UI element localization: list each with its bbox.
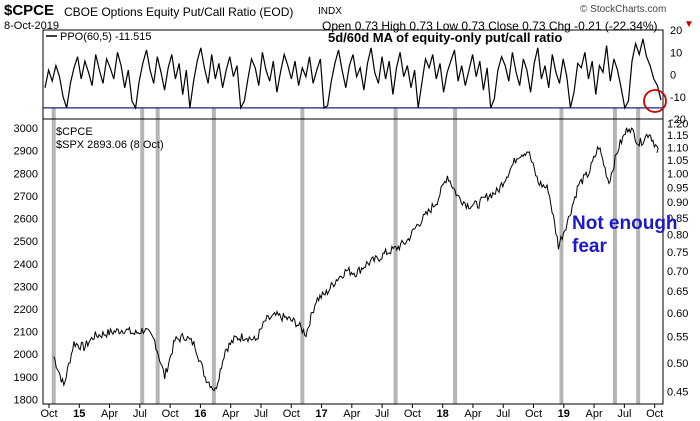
price-tick: 2300 (14, 281, 38, 293)
ratio-tick: 0.90 (667, 197, 688, 209)
x-tick-label: Jul (254, 408, 268, 420)
price-tick: 1900 (14, 372, 38, 384)
price-tick: 2600 (14, 214, 38, 226)
ppo-y-axis: 20 10 0 -10 -20 (670, 25, 686, 126)
ratio-tick: 0.60 (667, 308, 688, 320)
ratio-tick: 0.95 (667, 182, 688, 194)
price-tick: 3000 (14, 123, 38, 135)
x-tick-label: Oct (283, 408, 300, 420)
price-tick: 1800 (14, 394, 38, 406)
ratio-tick: 0.65 (667, 286, 688, 298)
ratio-tick: 0.50 (667, 358, 688, 370)
price-tick: 2500 (14, 236, 38, 248)
ppo-y-tick: 10 (670, 47, 682, 59)
x-tick-label: Oct (646, 408, 663, 420)
ppo-y-tick: 20 (670, 25, 682, 37)
x-tick-label: 18 (437, 408, 449, 420)
chart-symbol: $CPCE (4, 2, 55, 19)
ratio-tick: 0.75 (667, 247, 688, 259)
ratio-tick: 0.45 (667, 387, 688, 399)
ratio-tick: 1.00 (667, 168, 688, 180)
price-tick: 2400 (14, 259, 38, 271)
spike-band (612, 107, 617, 404)
chart-description: CBOE Options Equity Put/Call Ratio (EOD) (64, 5, 294, 19)
price-left-axis: 3000 2900 2800 2700 2600 2500 2400 2300 2200 2100… (14, 123, 38, 406)
spx-series-line (53, 127, 659, 392)
x-tick-label: Jul (375, 408, 389, 420)
spike-band (453, 107, 458, 404)
ppo-legend: PPO(60,5) -11.515 (60, 31, 152, 43)
price-panel (42, 118, 664, 405)
spike-band (211, 107, 216, 404)
spx-legend: $SPX 2893.06 (8 Oct) (56, 139, 164, 151)
ratio-tick: 0.55 (667, 332, 688, 344)
latest-value-circle (643, 89, 667, 113)
x-tick-label: Apr (343, 408, 360, 420)
x-tick-label: Oct (162, 408, 179, 420)
x-tick-label: Oct (525, 408, 542, 420)
ppo-annotation: 5d/60d MA of equity-only put/call ratio (328, 30, 562, 45)
ratio-tick: 0.85 (667, 213, 688, 225)
price-tick: 2100 (14, 327, 38, 339)
x-tick-label: Apr (586, 408, 603, 420)
price-tick: 2800 (14, 168, 38, 180)
x-tick-label: Jul (496, 408, 510, 420)
ratio-tick: 1.10 (667, 142, 688, 154)
ratio-tick: 1.05 (667, 155, 688, 167)
chart-date: 8-Oct-2019 (4, 20, 60, 32)
ppo-y-tick: -20 (670, 114, 686, 126)
x-tick-label: Oct (404, 408, 421, 420)
price-tick: 2000 (14, 349, 38, 361)
ratio-tick: 0.70 (667, 266, 688, 278)
x-tick-label: 17 (315, 408, 327, 420)
spike-band (559, 107, 564, 404)
ppo-y-tick: 0 (670, 70, 676, 82)
annotation-line-1: Not enough (572, 213, 678, 234)
ppo-y-tick: -10 (670, 92, 686, 104)
annotation-line-2: fear (572, 236, 607, 257)
x-tick-label: 19 (558, 408, 570, 420)
spike-band (140, 107, 145, 404)
spike-band (51, 107, 56, 404)
price-tick: 2700 (14, 191, 38, 203)
x-tick-label: Apr (101, 408, 118, 420)
price-tick: 2900 (14, 146, 38, 158)
x-tick-label: Jul (133, 408, 147, 420)
x-tick-label: Oct (40, 408, 57, 420)
ratio-tick: 0.80 (667, 229, 688, 241)
spike-band (393, 107, 398, 404)
ratio-tick: 1.20 (667, 119, 688, 131)
spike-bands (51, 107, 641, 404)
x-tick-label: 15 (73, 408, 85, 420)
price-tick: 2200 (14, 304, 38, 316)
spike-band (300, 107, 305, 404)
x-tick-label: Jul (617, 408, 631, 420)
x-axis: Oct 15 Apr Jul Oct 16 Apr Jul Oct 17 Apr Jul Oct 18 Ap… (40, 404, 663, 420)
ratio-right-axis: 1.201.151.101.051.00 0.95 0.90 0.85 0.80 0.75… (667, 119, 688, 399)
ppo-series-line (44, 38, 662, 110)
x-tick-label: 16 (194, 408, 206, 420)
cpce-legend: $CPCE (56, 126, 93, 138)
spike-band (155, 107, 160, 404)
spike-band (636, 107, 641, 404)
watermark: © StockCharts.com (580, 4, 667, 15)
x-tick-label: Apr (464, 408, 481, 420)
exchange-label: INDX (318, 6, 342, 17)
x-tick-label: Apr (222, 408, 239, 420)
ratio-tick: 1.15 (667, 130, 688, 142)
chg-down-icon: ▼ (684, 19, 694, 30)
